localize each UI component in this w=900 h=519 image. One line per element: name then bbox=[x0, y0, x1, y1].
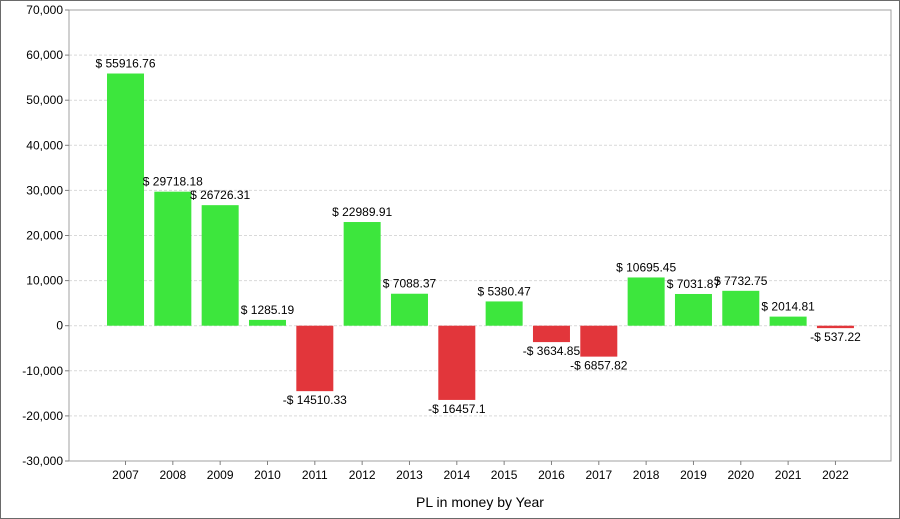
y-tick-label: -30,000 bbox=[22, 454, 63, 468]
data-label-2022: -$ 537.22 bbox=[810, 330, 861, 344]
x-tick-label: 2018 bbox=[633, 468, 660, 482]
data-label-2008: $ 29718.18 bbox=[143, 175, 203, 189]
bar-2007 bbox=[107, 73, 144, 326]
bar-2014 bbox=[438, 325, 476, 400]
bar-2013 bbox=[390, 293, 428, 326]
y-tick-label: 60,000 bbox=[26, 48, 63, 62]
data-label-2015: $ 5380.47 bbox=[477, 284, 531, 298]
bar-2011 bbox=[296, 325, 334, 392]
bar-2009 bbox=[201, 205, 239, 326]
y-axis: 70,000 60,000 50,000 40,000 30,000 20,000 10,0… bbox=[22, 3, 69, 468]
x-tick-label: 2016 bbox=[538, 468, 565, 482]
bar-2016 bbox=[532, 325, 570, 343]
bar-2008 bbox=[154, 191, 192, 326]
x-tick-label: 2020 bbox=[727, 468, 754, 482]
bars bbox=[107, 73, 854, 400]
bar-2022 bbox=[816, 325, 854, 329]
x-axis-title: PL in money by Year bbox=[416, 494, 544, 510]
x-tick-label: 2007 bbox=[112, 468, 139, 482]
bar-2015 bbox=[485, 301, 523, 326]
data-label-2011: -$ 14510.33 bbox=[283, 393, 347, 407]
data-label-2013: $ 7088.37 bbox=[383, 277, 437, 291]
data-labels: $ 55916.76 $ 29718.18$ 26726.31 $ 1285.19 -… bbox=[95, 57, 861, 416]
x-axis: 2007 2008 2009 2010 2011 2012 2013 2014 2015 2016… bbox=[112, 461, 849, 482]
y-tick-label: -10,000 bbox=[22, 364, 63, 378]
x-tick-label: 2022 bbox=[822, 468, 849, 482]
data-label-2012: $ 22989.91 bbox=[332, 205, 392, 219]
y-tick-label: 20,000 bbox=[26, 229, 63, 243]
data-label-2019: $ 7031.87 bbox=[667, 277, 721, 291]
data-label-2017: -$ 6857.82 bbox=[570, 359, 628, 373]
x-tick-label: 2019 bbox=[680, 468, 707, 482]
x-tick-label: 2008 bbox=[159, 468, 186, 482]
data-label-2016: -$ 3634.85 bbox=[523, 344, 581, 358]
x-tick-label: 2013 bbox=[396, 468, 423, 482]
data-label-2018: $ 10695.45 bbox=[616, 260, 676, 274]
x-tick-label: 2009 bbox=[207, 468, 234, 482]
x-tick-label: 2010 bbox=[254, 468, 281, 482]
y-tick-label: 10,000 bbox=[26, 274, 63, 288]
bar-2012 bbox=[343, 222, 381, 326]
bar-2017 bbox=[580, 325, 618, 357]
y-tick-label: 30,000 bbox=[26, 183, 63, 197]
y-tick-label: 0 bbox=[56, 319, 63, 333]
y-tick-label: -20,000 bbox=[22, 409, 63, 423]
data-label-2007: $ 55916.76 bbox=[95, 57, 155, 71]
bar-2021 bbox=[769, 316, 807, 326]
x-tick-label: 2015 bbox=[491, 468, 518, 482]
gridlines bbox=[69, 54, 891, 417]
x-tick-label: 2014 bbox=[443, 468, 470, 482]
bar-2020 bbox=[722, 290, 760, 326]
data-label-2021: $ 2014.81 bbox=[761, 300, 815, 314]
data-label-2014: -$ 16457.1 bbox=[428, 402, 486, 416]
bar-2019 bbox=[674, 293, 712, 326]
data-label-2020: $ 7732.75 bbox=[714, 274, 768, 288]
bar-2018 bbox=[627, 277, 665, 326]
x-tick-label: 2017 bbox=[585, 468, 612, 482]
bar-2010 bbox=[248, 319, 286, 326]
data-label-2009: $ 26726.31 bbox=[190, 188, 250, 202]
x-tick-label: 2021 bbox=[775, 468, 802, 482]
x-tick-label: 2012 bbox=[349, 468, 376, 482]
data-label-2010: $ 1285.19 bbox=[241, 303, 295, 317]
y-tick-label: 50,000 bbox=[26, 93, 63, 107]
x-tick-label: 2011 bbox=[302, 468, 328, 482]
y-tick-label: 40,000 bbox=[26, 138, 63, 152]
y-tick-label: 70,000 bbox=[26, 3, 63, 17]
